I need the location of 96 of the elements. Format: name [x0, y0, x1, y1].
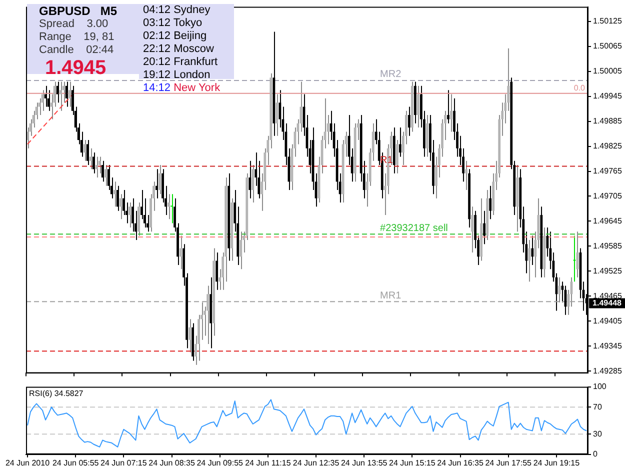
y-tick-label: 30	[593, 429, 602, 438]
y-tick-label: 1.49465	[593, 291, 622, 300]
candlestick	[252, 164, 254, 203]
annotation: 19:12 London	[143, 69, 212, 82]
candlestick	[276, 94, 278, 136]
y-tick-label: 1.49945	[593, 92, 622, 101]
category-label: 24 Jun 05:55	[52, 458, 99, 468]
annotation: Range 19, 81	[39, 31, 116, 44]
y-tick-label: 1.50125	[593, 16, 622, 26]
category-label: 24 Jun 12:35	[292, 458, 340, 468]
y-tick-label: 1.50005	[593, 66, 622, 76]
candlestick	[216, 252, 218, 290]
candlestick	[113, 181, 116, 208]
annotation: 1.4945	[44, 57, 108, 79]
y-tick-label: 1.49885	[593, 116, 622, 126]
candlestick	[170, 194, 173, 224]
y-tick-label: 1.50065	[593, 42, 622, 51]
annotation: 20:12 Frankfurt	[143, 56, 219, 69]
category-label: 24 Jun 07:15	[100, 458, 147, 468]
candlestick	[92, 152, 95, 174]
ref-line-label: MR2	[380, 69, 402, 80]
annotation: Spread 3.00	[39, 18, 110, 31]
candlestick	[119, 194, 122, 220]
candlestick	[168, 194, 170, 220]
candlestick	[240, 231, 242, 270]
candlestick	[416, 85, 420, 128]
candlestick	[86, 140, 89, 166]
candlestick	[95, 156, 98, 178]
annotation: 03:12 Tokyo	[143, 17, 204, 30]
candlestick	[465, 160, 468, 190]
candlestick	[188, 318, 191, 353]
candlestick	[489, 185, 492, 220]
candlestick	[398, 127, 402, 158]
ref-line-label: #23932187 sell	[380, 222, 448, 234]
y-tick-label: 70	[593, 402, 602, 412]
candlestick	[158, 164, 161, 195]
candlestick	[396, 140, 398, 174]
candlestick	[278, 90, 282, 128]
annotation: 14:12 New York	[143, 82, 220, 94]
text: 1.49448	[592, 298, 622, 308]
y-tick-label: 1.49645	[593, 216, 622, 226]
y-tick-label: 1.49585	[593, 241, 622, 250]
candlestick	[447, 90, 450, 124]
candlestick	[56, 81, 59, 104]
candlestick	[59, 81, 62, 112]
category-label: 24 Jun 15:15	[389, 458, 436, 468]
y-tick-label: 1.49705	[593, 191, 622, 200]
candlestick	[128, 202, 131, 228]
y-tick-label: 1.49345	[593, 341, 622, 350]
category-label: 24 Jun 11:15	[245, 458, 291, 468]
candlestick	[450, 94, 452, 132]
candlestick	[408, 106, 410, 136]
y-tick-label: 0	[593, 450, 598, 459]
candlestick	[483, 210, 486, 245]
chart-title: RSI(6) 34.5827	[29, 389, 84, 398]
annotation: 0.0	[574, 84, 586, 93]
candlestick	[131, 198, 134, 232]
candlestick	[248, 160, 252, 199]
candlestick	[65, 81, 68, 108]
candlestick	[104, 164, 107, 186]
candlestick	[107, 164, 110, 190]
category-label: 24 Jun 17:55	[485, 458, 532, 468]
candlestick	[44, 85, 47, 108]
candlestick	[531, 235, 534, 266]
category-label: 24 Jun 13:55	[340, 458, 388, 468]
category-label: 24 Jun 19:15	[533, 458, 580, 468]
candlestick	[140, 190, 143, 220]
candlestick	[528, 239, 531, 282]
annotation: 04:12 Sydney	[143, 4, 212, 17]
candlestick	[116, 185, 119, 212]
category-label: 24 Jun 16:35	[437, 458, 484, 468]
category-label: 24 Jun 08:35	[148, 458, 195, 468]
candlestick	[101, 160, 104, 182]
ref-line-label: MR1	[380, 290, 402, 302]
y-tick-label: 1.49525	[593, 266, 622, 276]
annotation: Candle 02:44	[39, 44, 115, 57]
candlestick	[83, 140, 86, 162]
candlestick	[180, 235, 182, 270]
y-tick-label: 1.49405	[593, 316, 622, 326]
candlestick	[68, 81, 71, 108]
candlestick	[558, 276, 561, 303]
candlestick	[89, 148, 92, 170]
category-label: 24 Jun 2010	[5, 458, 50, 468]
y-tick-label: 1.49825	[593, 141, 622, 150]
chart-title: GBPUSD M5	[39, 4, 118, 18]
category-label: 24 Jun 09:55	[196, 458, 243, 468]
candlestick	[206, 285, 210, 345]
annotation: 02:12 Beijing	[143, 30, 208, 43]
annotation: 22:12 Moscow	[143, 43, 215, 56]
y-tick-label: 100	[593, 382, 607, 392]
candlestick	[156, 168, 158, 199]
candlestick	[471, 206, 474, 253]
y-tick-label: 1.49285	[593, 366, 622, 376]
candlestick	[122, 190, 125, 216]
candlestick	[98, 156, 101, 174]
y-tick-label: 1.49765	[593, 166, 622, 176]
